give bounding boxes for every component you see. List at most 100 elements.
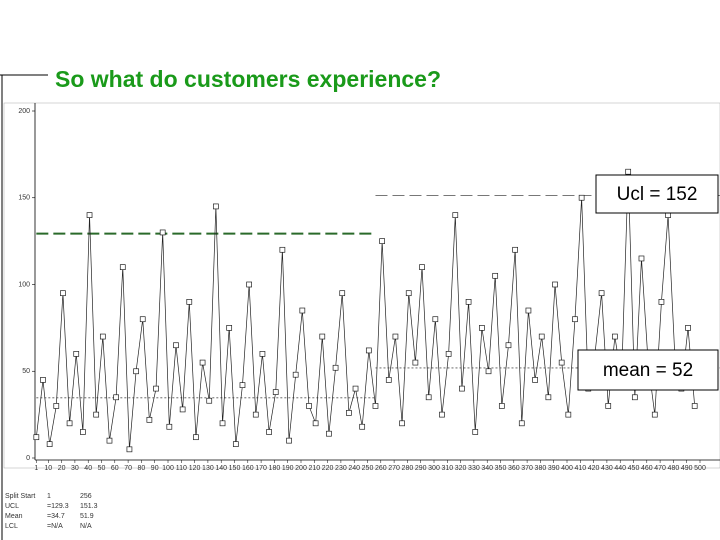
x-tick-label: 330 [468, 465, 480, 472]
data-point [359, 423, 366, 430]
y-tick-label: 0 [26, 455, 30, 462]
data-point [199, 359, 206, 366]
data-point [106, 437, 113, 444]
x-tick-label: 200 [295, 465, 307, 472]
data-point [113, 394, 119, 401]
x-tick-label: 280 [402, 465, 414, 472]
data-point [312, 420, 319, 427]
annotation: mean = 52 [603, 360, 693, 381]
annotation-box [577, 349, 719, 391]
x-tick-label: 160 [242, 465, 254, 472]
x-tick-label: 20 [58, 465, 66, 472]
data-point [372, 403, 379, 409]
data-point [133, 368, 139, 375]
x-tick-label: 310 [441, 465, 453, 472]
data-point [525, 307, 532, 314]
data-point [146, 416, 153, 423]
data-point [479, 325, 485, 331]
data-point [46, 441, 53, 447]
x-tick-label: 180 [269, 465, 281, 472]
data-point [532, 377, 538, 383]
data-point [425, 394, 432, 401]
data-point [625, 168, 632, 175]
data-point [159, 229, 166, 236]
table-cell: =34.7 [47, 513, 65, 520]
data-point [332, 364, 339, 371]
data-point [419, 264, 425, 270]
data-point [392, 333, 399, 340]
data-point [119, 264, 126, 270]
data-line [35, 171, 696, 450]
data-point [93, 411, 100, 418]
x-tick-label: 350 [495, 465, 507, 472]
data-point [99, 333, 106, 340]
data-point [498, 403, 505, 409]
x-tick-label: 480 [668, 465, 680, 472]
data-point [492, 272, 499, 279]
data-point [598, 290, 605, 297]
x-tick-label: 100 [162, 465, 174, 472]
table-cell: =N/A [47, 523, 63, 530]
x-tick-label: 250 [362, 465, 374, 472]
slide-title: So what do customers experience? [55, 66, 441, 92]
table-cell: 151.3 [80, 503, 98, 510]
data-point [219, 420, 226, 427]
data-point [538, 333, 545, 340]
x-tick-label: 420 [588, 465, 600, 472]
x-tick-label: 450 [628, 465, 640, 472]
data-point [578, 194, 585, 201]
x-tick-label: 390 [548, 465, 560, 472]
data-point [213, 203, 219, 210]
x-tick-label: 360 [508, 465, 520, 472]
annotation-box [595, 174, 719, 214]
table-row-label: Mean [5, 513, 23, 520]
data-point [73, 351, 80, 357]
data-point [399, 420, 405, 427]
x-tick-label: 320 [455, 465, 467, 472]
x-tick-label: 230 [335, 465, 347, 472]
x-tick-label: 260 [375, 465, 387, 472]
data-point [485, 368, 492, 375]
data-point [572, 316, 578, 323]
data-point [186, 299, 193, 305]
data-point [319, 333, 326, 340]
data-point [439, 411, 445, 418]
data-point [545, 394, 552, 401]
data-point [651, 411, 658, 418]
table-row-label: Split Start [5, 493, 35, 500]
data-point [352, 385, 359, 392]
x-tick-label: 190 [282, 465, 294, 472]
data-point [365, 347, 372, 354]
x-tick-label: 80 [138, 465, 146, 472]
data-point [518, 420, 525, 427]
data-point [292, 371, 299, 378]
x-tick-label: 150 [229, 465, 241, 472]
table-row-label: LCL [5, 523, 18, 530]
y-tick-label: 100 [18, 281, 30, 288]
data-point [266, 429, 272, 435]
data-point [173, 342, 179, 349]
table-cell: N/A [80, 523, 92, 530]
x-tick-label: 300 [428, 465, 440, 472]
x-tick-label: 400 [561, 465, 573, 472]
x-tick-label: 30 [71, 465, 79, 472]
x-tick-label: 410 [574, 465, 586, 472]
data-point [279, 246, 286, 253]
x-tick-label: 130 [202, 465, 214, 472]
data-point [166, 423, 173, 430]
data-point [685, 325, 691, 331]
data-point [691, 403, 698, 409]
data-point [339, 290, 346, 297]
x-tick-label: 470 [654, 465, 666, 472]
data-point [40, 377, 46, 383]
data-point [459, 385, 465, 392]
x-tick-label: 380 [535, 465, 547, 472]
data-point [346, 410, 352, 416]
data-point [452, 212, 459, 218]
annotation: Ucl = 152 [617, 184, 698, 205]
x-tick-label: 370 [521, 465, 533, 472]
table-cell: =129.3 [47, 503, 69, 510]
y-tick-label: 50 [22, 368, 30, 375]
